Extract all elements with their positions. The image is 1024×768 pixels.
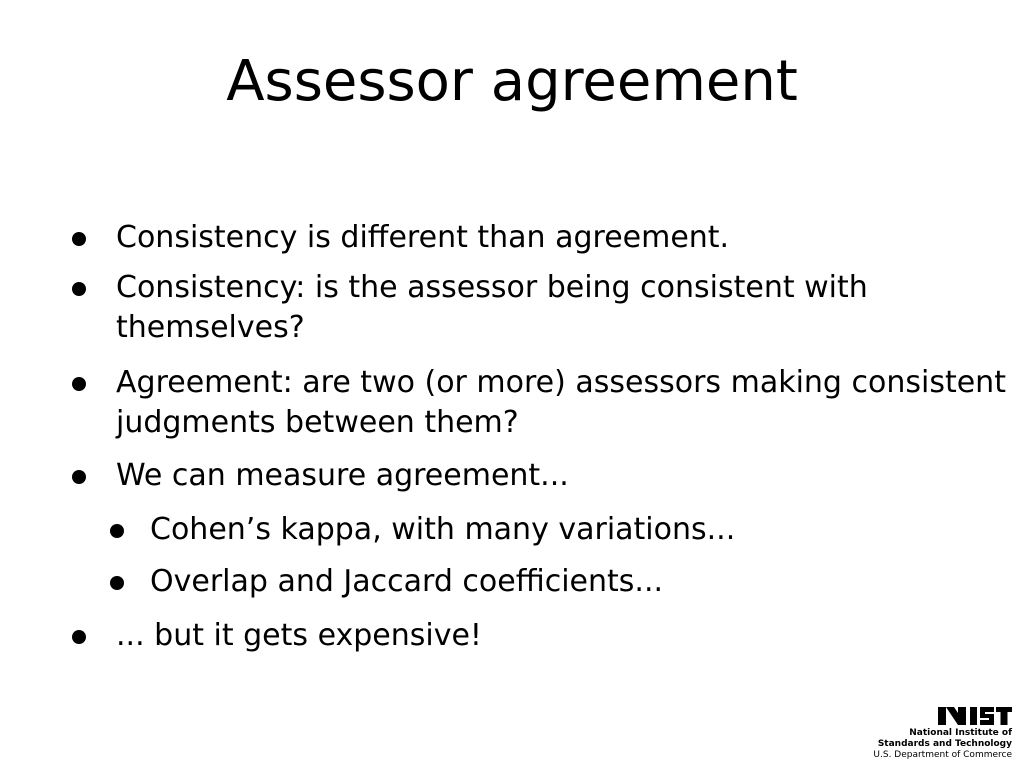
bullet-text: ... but it gets expensive!: [116, 616, 482, 656]
bullet-line: judgments between them?: [116, 405, 519, 440]
bullet-dot: [72, 470, 86, 484]
bullet-text: Consistency is different than agreement.: [116, 218, 729, 258]
bullet-line: Consistency is different than agreement.: [116, 220, 730, 255]
bullet-line: We can measure agreement...: [116, 458, 569, 493]
sub-bullet-dot: [110, 524, 124, 538]
bullet-text: Consistency: is the assessor being consi…: [116, 268, 868, 348]
nist-line-1: National Institute of: [909, 728, 1012, 738]
bullet-line: Consistency: is the assessor being consi…: [116, 270, 868, 305]
bullet-text: Agreement: are two (or more) assessors m…: [116, 363, 1006, 443]
nist-wordmark-icon: [938, 707, 1012, 725]
sub-bullet-text: Overlap and Jaccard coefficients...: [150, 562, 663, 602]
sub-bullet-dot: [110, 576, 124, 590]
bullet-dot: [72, 630, 86, 644]
bullet-dot: [72, 232, 86, 246]
bullet-line: themselves?: [116, 310, 305, 345]
slide-title: Assessor agreement: [226, 49, 798, 114]
bullet-dot: [72, 282, 86, 296]
bullet-line: Agreement: are two (or more) assessors m…: [116, 365, 1006, 400]
bullet-line: Overlap and Jaccard coefficients...: [150, 564, 664, 599]
sub-bullet-text: Cohen’s kappa, with many variations...: [150, 510, 735, 550]
bullet-line: Cohen’s kappa, with many variations...: [150, 512, 736, 547]
bullet-dot: [72, 377, 86, 391]
nist-line-3: U.S. Department of Commerce: [873, 750, 1012, 760]
nist-line-2: Standards and Technology: [877, 739, 1012, 749]
bullet-line: ... but it gets expensive!: [116, 618, 482, 653]
nist-logo: National Institute of Standards and Tech…: [873, 704, 1012, 760]
bullet-text: We can measure agreement...: [116, 456, 569, 496]
